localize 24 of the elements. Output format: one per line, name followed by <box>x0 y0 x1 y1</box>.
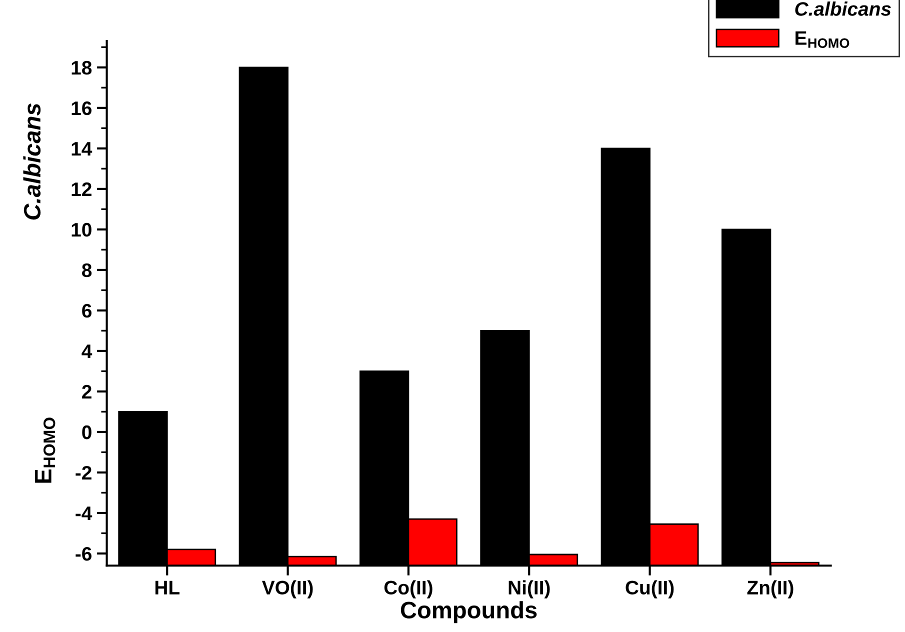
y-axis-title: C.albicans <box>23 103 41 220</box>
legend-label: C.albicans <box>795 2 891 16</box>
y-tick-label: 18 <box>72 60 92 75</box>
x-tick-label: Cu(II) <box>626 580 674 598</box>
y-tick-label: -2 <box>76 466 92 480</box>
x-tick-label: Zn(II) <box>747 580 794 598</box>
y-tick-label: 14 <box>72 142 92 156</box>
x-tick-label: VO(II) <box>262 580 313 598</box>
legend-label: E$_{HOMO}$ <box>796 31 850 48</box>
x-tick-label: Ni(II) <box>508 580 550 598</box>
x-axis-title: Compounds <box>400 601 537 624</box>
y-tick-label: -4 <box>76 506 92 520</box>
y-tick-label: 4 <box>82 344 92 358</box>
y-tick-label: -6 <box>76 546 92 561</box>
x-tick-label: HL <box>155 580 180 594</box>
y-tick-label: 10 <box>72 222 92 237</box>
y-tick-label: 12 <box>72 182 92 196</box>
y-tick-label: 2 <box>82 384 92 399</box>
text: E$_{HOMO}$ <box>35 418 56 483</box>
y-tick-label: 16 <box>72 101 92 116</box>
y-tick-label: 0 <box>82 425 92 440</box>
x-tick-label: Co(II) <box>384 580 432 598</box>
y-tick-label: 6 <box>82 304 92 318</box>
y-tick-label: 8 <box>82 263 92 278</box>
